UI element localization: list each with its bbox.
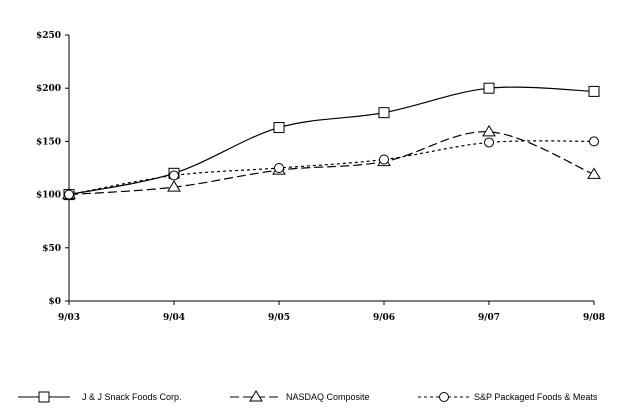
x-tick-label: 9/05 [268, 313, 290, 323]
y-tick-label: $200 [36, 84, 61, 94]
legend-label-nasdaq-composite: NASDAQ Composite [286, 392, 370, 402]
legend-item-jj-snack-foods: J & J Snack Foods Corp. [18, 391, 182, 403]
data-point-sp-packaged-foods [169, 170, 179, 181]
data-point-sp-packaged-foods [64, 189, 74, 200]
legend-label-jj-snack-foods: J & J Snack Foods Corp. [82, 392, 182, 402]
data-point-jj-snack-foods [273, 122, 285, 134]
y-tick-label: $0 [48, 297, 61, 307]
series-layer [62, 82, 601, 201]
data-point-jj-snack-foods [588, 85, 600, 97]
y-tick-label: $250 [36, 31, 61, 41]
data-point-jj-snack-foods [378, 107, 390, 119]
y-tick-label: $100 [36, 191, 61, 201]
x-tick-label: 9/08 [583, 313, 605, 323]
series-line-nasdaq-composite [68, 131, 595, 196]
data-point-nasdaq-composite [482, 124, 496, 137]
data-point-sp-packaged-foods [379, 154, 389, 165]
data-point-sp-packaged-foods [484, 137, 494, 148]
chart-axes: $0 $50 $100 $150 $200 $250 9/03 9/04 9/05 9/06 9/0… [36, 31, 605, 323]
legend-item-sp-packaged-foods: S&P Packaged Foods & Meats [418, 392, 598, 402]
x-tick-label: 9/04 [163, 313, 185, 323]
data-point-sp-packaged-foods [274, 163, 284, 173]
series-jj-snack-foods [63, 82, 600, 201]
legend-label-sp-packaged-foods: S&P Packaged Foods & Meats [474, 392, 598, 402]
x-tick-label: 9/07 [478, 313, 500, 323]
data-point-sp-packaged-foods [589, 136, 599, 147]
x-tick-label: 9/03 [58, 313, 80, 323]
legend-item-nasdaq-composite: NASDAQ Composite [230, 390, 370, 402]
data-point-jj-snack-foods [483, 82, 495, 94]
series-line-sp-packaged-foods [68, 140, 595, 196]
data-point-nasdaq-composite [587, 167, 601, 179]
y-tick-label: $50 [42, 244, 61, 254]
series-nasdaq-composite [62, 124, 601, 200]
legend-marker-jj-snack-foods [38, 391, 50, 403]
legend-marker-sp-packaged-foods [439, 392, 449, 402]
series-sp-packaged-foods [64, 136, 599, 200]
legend-marker-nasdaq-composite [249, 390, 263, 402]
x-tick-label: 9/06 [373, 313, 395, 323]
series-line-jj-snack-foods [68, 86, 595, 196]
y-tick-label: $150 [36, 137, 61, 147]
chart-legend: J & J Snack Foods Corp. NASDAQ Composite S… [18, 390, 598, 403]
data-point-nasdaq-composite [167, 180, 181, 192]
